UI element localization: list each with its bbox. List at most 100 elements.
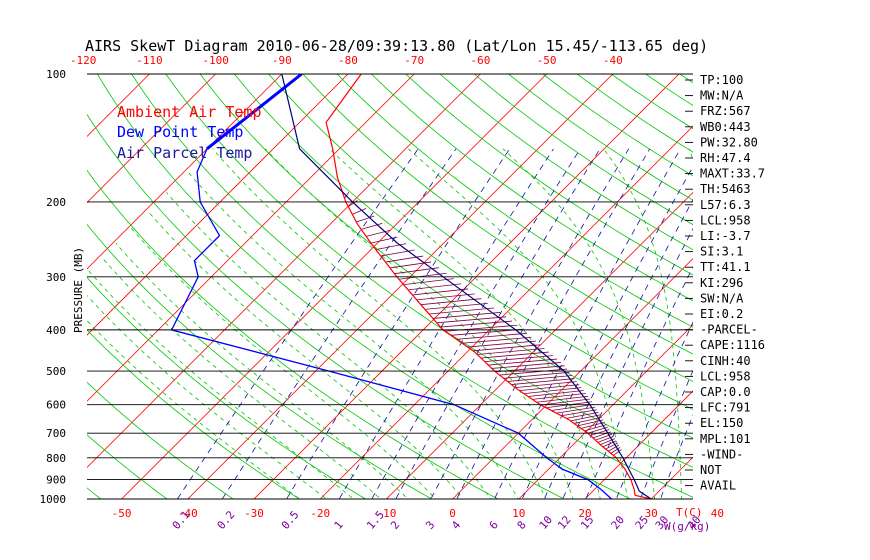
bottom-temp-tick-label: 0	[449, 507, 456, 520]
mixing-ratio-line	[221, 148, 457, 499]
isotherm-line	[518, 324, 693, 499]
pressure-tick-label: 700	[46, 427, 66, 440]
mixing-ratio-line	[338, 148, 554, 499]
legend-air-parcel-temp: Air Parcel Temp	[117, 144, 252, 162]
stability-index-label: LCL:958	[700, 213, 751, 227]
cape-hatch-line	[532, 393, 586, 400]
cape-hatch-line	[613, 449, 622, 456]
pressure-tick-label: 200	[46, 196, 66, 209]
dry-adiabat-line	[87, 329, 301, 499]
dry-adiabat-line	[87, 487, 102, 499]
ambient-air-temp-line	[325, 74, 652, 499]
cape-hatch-line	[424, 303, 488, 310]
dew-point-temp-line	[170, 74, 612, 499]
cape-hatch-line	[450, 328, 523, 336]
dry-adiabat-line	[96, 74, 632, 499]
cape-hatch-line	[608, 444, 620, 452]
isotherm-line	[187, 74, 614, 499]
pressure-tick-label: 100	[46, 68, 66, 81]
top-temp-tick-label: -120	[70, 54, 97, 67]
cape-hatch-line	[528, 390, 584, 397]
top-temp-tick-label: -50	[537, 54, 557, 67]
cape-hatch-line	[610, 447, 621, 454]
stability-index-label: TT:41.1	[700, 260, 751, 274]
mixing-ratio-tick-label: 4	[449, 518, 463, 532]
cape-hatch-line	[503, 371, 570, 379]
bottom-temp-tick-label: 20	[578, 507, 591, 520]
mixing-ratio-tick-label: 1	[332, 518, 346, 531]
mixing-ratio-tick-label: 2	[388, 518, 402, 531]
cape-hatch-line	[428, 307, 495, 315]
cape-hatch-line	[566, 411, 599, 419]
cape-hatch-line	[352, 208, 367, 215]
isotherm-line	[650, 456, 693, 499]
stability-index-label: MAXT:33.7	[700, 167, 765, 181]
pressure-gridlines	[87, 73, 693, 500]
mixing-ratio-line	[521, 165, 693, 499]
dew-point-upper-segment	[206, 74, 303, 151]
isotherm-line	[87, 74, 349, 336]
stability-index-label: KI:296	[700, 276, 743, 290]
top-temp-tick-label: -40	[603, 54, 623, 67]
moist-adiabat-line	[212, 148, 547, 499]
stability-index-label: PW:32.80	[700, 135, 758, 149]
stability-index-label: EL:150	[700, 416, 743, 430]
mixing-ratio-line	[430, 148, 630, 499]
stability-index-label: -PARCEL-	[700, 323, 758, 337]
dry-adiabat-line	[508, 74, 693, 201]
dry-adiabat-line	[131, 74, 693, 498]
cape-hatch-line	[507, 375, 573, 382]
isotherm-line	[452, 258, 693, 499]
cape-hatch-line	[523, 387, 582, 395]
pressure-tick-label: 1000	[40, 493, 67, 506]
bottom-temp-tick-label: -50	[112, 507, 132, 520]
mixing-ratio-tick-label: 20	[609, 513, 627, 532]
dry-adiabat-line	[302, 74, 693, 355]
pressure-tick-label: 800	[46, 452, 66, 465]
isotherm-line	[386, 191, 693, 499]
cape-hatch-line	[366, 229, 391, 237]
isotherm-line	[87, 74, 481, 468]
dry-adiabat-line	[87, 223, 433, 499]
cape-hatch-line	[436, 316, 507, 324]
dry-adiabat-line	[0, 74, 45, 508]
cape-hatch-line	[356, 215, 375, 223]
moist-adiabat-line	[329, 148, 601, 499]
stability-index-label: FRZ:567	[700, 104, 751, 118]
top-temp-tick-label: -70	[404, 54, 424, 67]
isotherm-line	[319, 125, 693, 499]
cape-hatch-line	[577, 419, 604, 427]
cape-hatch-line	[480, 351, 549, 359]
cape-hatch-line	[540, 398, 591, 406]
stability-index-label: MPL:101	[700, 432, 751, 446]
bottom-temp-tick-label: -30	[244, 507, 264, 520]
cape-hatch-line	[536, 395, 589, 403]
cape-hatch-line	[484, 355, 553, 362]
moist-adiabat-line	[87, 294, 328, 499]
stability-index-label: MW:N/A	[700, 89, 744, 103]
y-axis-label: PRESSURE (MB)	[72, 247, 85, 333]
stability-index-label: LCL:958	[700, 369, 751, 383]
moist-adiabat-line	[187, 171, 519, 499]
cape-hatch-line	[416, 293, 475, 301]
pressure-tick-label: 400	[46, 324, 66, 337]
top-temp-tick-label: -80	[338, 54, 358, 67]
pressure-tick-label: 600	[46, 399, 66, 412]
mixing-ratio-tick-label: 3	[423, 518, 437, 531]
stability-index-label: -WIND-	[700, 447, 743, 461]
cape-hatch-line	[472, 344, 541, 352]
bottom-temp-tick-label: 40	[711, 507, 724, 520]
moist-adiabat-line	[502, 148, 656, 499]
isotherm-line	[87, 74, 216, 204]
dry-adiabat-line	[268, 74, 693, 382]
cape-hatch-line	[491, 362, 561, 369]
stability-index-label: NOT	[700, 463, 722, 477]
chart-title: AIRS SkewT Diagram 2010-06-28/09:39:13.8…	[85, 37, 708, 55]
cape-hatch-line	[488, 358, 557, 366]
stability-index-label: EI:0.2	[700, 307, 743, 321]
cape-hatch-line	[462, 336, 532, 344]
stability-index-label: CINH:40	[700, 354, 751, 368]
bottom-temp-tick-label: -20	[310, 507, 330, 520]
